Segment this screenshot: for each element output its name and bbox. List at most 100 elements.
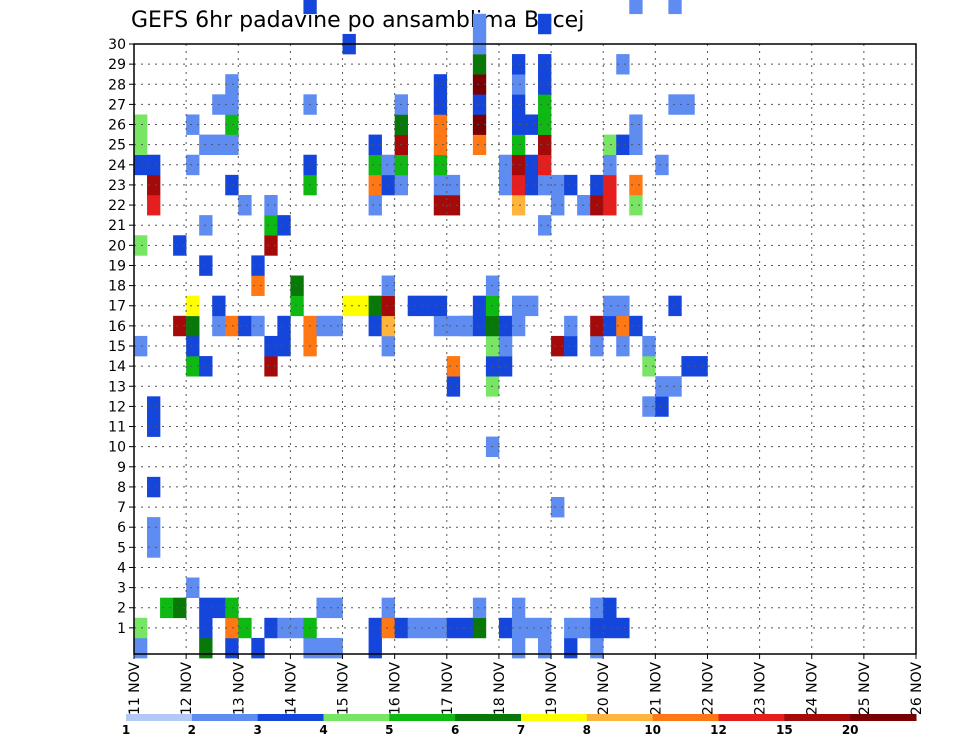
heatmap-cell: [668, 0, 682, 15]
heatmap-cell: [368, 617, 382, 639]
heatmap-cell: [551, 195, 565, 216]
colorbar-label: 5: [385, 723, 393, 737]
heatmap-cell: [538, 94, 552, 115]
heatmap-cell: [668, 94, 682, 115]
heatmap-cell: [381, 275, 395, 296]
heatmap-cell: [433, 617, 448, 639]
y-tick-label: 14: [108, 359, 126, 375]
heatmap-cell: [629, 315, 643, 337]
heatmap-cell: [511, 617, 526, 639]
heatmap-cell: [433, 295, 448, 317]
heatmap-cell: [446, 617, 461, 639]
heatmap-cell: [655, 376, 669, 397]
heatmap-cell: [251, 255, 265, 276]
heatmap-cell: [603, 134, 617, 156]
heatmap-cell: [538, 54, 552, 75]
colorbar-swatch: [323, 714, 390, 721]
heatmap-cell: [433, 174, 448, 196]
heatmap-cell: [186, 356, 200, 377]
heatmap-cell: [303, 637, 317, 659]
heatmap-cell: [472, 295, 487, 317]
heatmap-cell: [173, 235, 187, 256]
heatmap-cell: [186, 154, 200, 176]
colorbar-label: 2: [188, 723, 196, 737]
heatmap-cell: [538, 154, 552, 176]
heatmap-cell: [511, 94, 526, 115]
heatmap-cell: [511, 315, 526, 337]
heatmap-cell: [629, 0, 643, 15]
heatmap-cell: [511, 195, 526, 216]
colorbar-swatch: [521, 714, 588, 721]
x-tick-label: 21 NOV: [648, 662, 664, 716]
heatmap-cell: [433, 134, 448, 156]
heatmap-cell: [134, 154, 148, 176]
y-tick-label: 16: [108, 319, 126, 335]
heatmap-cell: [368, 637, 382, 659]
heatmap-cell: [564, 174, 578, 196]
heatmap-cell: [525, 295, 539, 317]
heatmap-cell: [538, 134, 552, 156]
heatmap-cell: [511, 637, 526, 659]
colorbar-label: 8: [583, 723, 591, 737]
heatmap-cell: [329, 315, 343, 337]
heatmap-cell: [134, 637, 148, 659]
heatmap-cell: [368, 134, 382, 156]
heatmap-cell: [511, 74, 526, 95]
heatmap-cell: [381, 174, 395, 196]
heatmap-cell: [134, 235, 148, 256]
y-tick-label: 4: [117, 560, 126, 576]
colorbar-label: 12: [710, 723, 727, 737]
heatmap-cell: [616, 315, 630, 337]
heatmap-cell: [381, 295, 395, 317]
heatmap-cell: [277, 315, 291, 337]
y-tick-label: 11: [108, 420, 126, 436]
heatmap-cell: [381, 315, 395, 337]
colorbar-swatch: [126, 714, 193, 721]
heatmap-cell: [511, 114, 526, 135]
heatmap-cell: [225, 597, 239, 619]
heatmap-cell: [433, 154, 448, 176]
heatmap-cell: [603, 617, 617, 639]
heatmap-cell: [381, 617, 395, 639]
heatmap-cell: [134, 114, 148, 135]
y-tick-label: 27: [108, 97, 126, 113]
heatmap-cell: [551, 335, 565, 357]
y-tick-label: 1: [117, 621, 126, 637]
heatmap-cell: [433, 195, 448, 216]
heatmap-cell: [264, 335, 278, 357]
heatmap-cell: [642, 356, 656, 377]
heatmap-cell: [147, 154, 161, 176]
heatmap-cell: [655, 396, 669, 417]
x-tick-label: 20 NOV: [596, 662, 612, 716]
heatmap-cell: [551, 174, 565, 196]
heatmap-cell: [472, 54, 487, 75]
heatmap-cell: [420, 295, 435, 317]
x-tick-label: 13 NOV: [231, 662, 247, 716]
heatmap-cell: [629, 195, 643, 216]
heatmap-cell: [264, 195, 278, 216]
heatmap-cell: [538, 114, 552, 135]
heatmap-cell: [134, 134, 148, 156]
heatmap-cell: [433, 114, 448, 135]
heatmap-cell: [472, 617, 487, 639]
heatmap-cell: [303, 0, 317, 15]
heatmap-cell: [147, 174, 161, 196]
x-tick-label: 17 NOV: [440, 662, 456, 716]
chart-title: GEFS 6hr padavine po ansamblima Becej: [131, 8, 584, 33]
heatmap-cell: [616, 617, 630, 639]
y-tick-label: 30: [108, 37, 126, 53]
colorbar: 1 2 3 4 5 6 7 8 10 12 15 20: [122, 714, 917, 737]
y-tick-label: 6: [117, 520, 126, 536]
colorbar-swatch: [455, 714, 522, 721]
x-tick-label: 14 NOV: [283, 662, 299, 716]
heatmap-cell: [225, 94, 239, 115]
heatmap-cell: [381, 154, 395, 176]
heatmap-cell: [160, 597, 174, 619]
heatmap-cell: [551, 497, 565, 518]
heatmap-cell: [642, 335, 656, 357]
heatmap-cell: [368, 315, 382, 337]
heatmap-cell: [264, 617, 278, 639]
heatmap-cell: [511, 295, 526, 317]
y-tick-label: 26: [108, 118, 126, 134]
y-tick-label: 19: [108, 258, 126, 274]
